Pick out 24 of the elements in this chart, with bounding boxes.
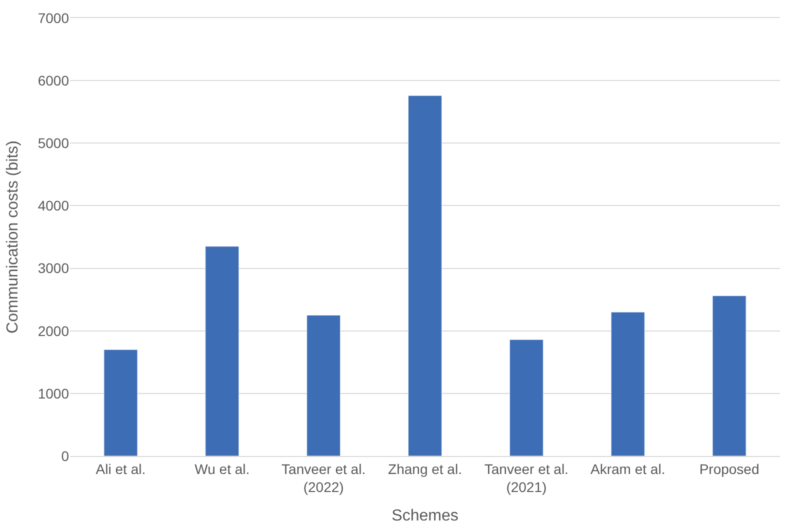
bar <box>408 95 442 456</box>
x-tick-label: Tanveer et al. (2022) <box>282 460 366 495</box>
bar <box>306 314 341 456</box>
y-tick-label: 4000 <box>38 198 70 214</box>
bar <box>509 339 544 456</box>
x-tick-label: Proposed <box>699 460 760 477</box>
y-tick-label: 0 <box>61 448 70 464</box>
x-tick-label: Zhang et al. <box>388 460 462 477</box>
bar <box>610 312 645 456</box>
x-axis-title: Schemes <box>392 508 458 525</box>
y-tick-label: 3000 <box>38 260 70 276</box>
bar <box>104 349 138 456</box>
x-tick-label: Ali et al. <box>96 460 146 477</box>
y-tick-label: 5000 <box>38 135 70 152</box>
y-tick-label: 6000 <box>38 72 70 88</box>
y-axis-title: Communication costs (bits) <box>4 140 22 334</box>
y-tick-label: 2000 <box>38 322 70 339</box>
bar <box>712 296 746 456</box>
x-tick-label: Tanveer et al. (2021) <box>484 460 568 495</box>
x-tick-label: Akram et al. <box>590 460 666 477</box>
bar <box>205 246 240 456</box>
y-tick-label: 7000 <box>38 10 70 26</box>
x-tick-label: Wu et al. <box>194 460 250 477</box>
y-tick-label: 1000 <box>38 385 70 402</box>
